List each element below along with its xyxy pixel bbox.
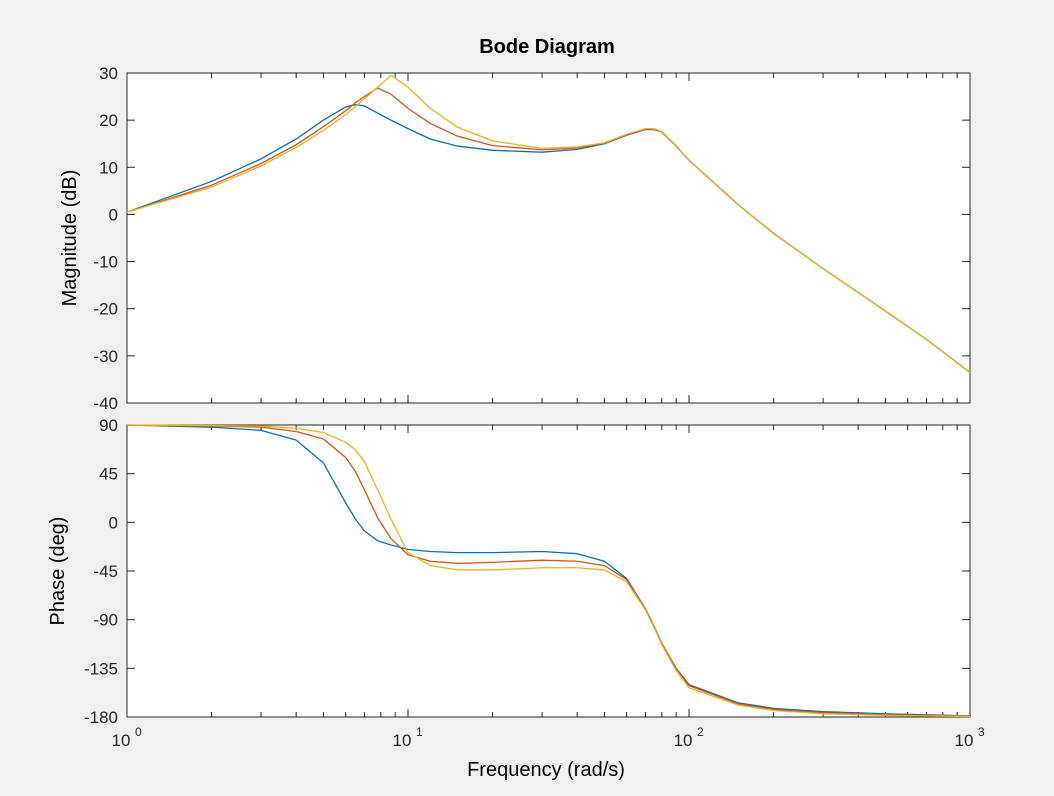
phase-series-line-3	[126, 424, 971, 718]
magnitude-series-line-3	[126, 74, 971, 373]
phase-ticks	[126, 424, 971, 718]
x-tick-label: 10	[393, 731, 412, 750]
magnitude-plot-area	[126, 72, 971, 404]
magnitude-ticks	[126, 72, 971, 404]
phase-y-tick-label: -180	[84, 708, 118, 727]
phase-lines	[126, 424, 971, 718]
magnitude-y-tick-labels: 30 20 10 0 -10 -20 -30 -40	[93, 64, 118, 413]
phase-series-line-1	[126, 424, 971, 717]
x-tick-exponent: 0	[135, 725, 142, 739]
x-tick-label: 10	[674, 731, 693, 750]
magnitude-y-axis-label: Magnitude (dB)	[59, 170, 81, 307]
magnitude-y-tick-label: -40	[93, 394, 118, 413]
phase-y-tick-label: -45	[93, 562, 118, 581]
phase-series-line-2	[126, 424, 971, 717]
phase-y-tick-label: -135	[84, 659, 118, 678]
x-tick-labels: 10 0 10 1 10 2 10 3	[112, 725, 985, 750]
phase-y-tick-label: 0	[109, 513, 118, 532]
chart-title: Bode Diagram	[479, 36, 615, 58]
x-tick-label: 10	[112, 731, 131, 750]
magnitude-y-tick-label: 20	[99, 111, 118, 130]
magnitude-y-tick-label: 0	[109, 205, 118, 224]
x-tick-exponent: 1	[416, 725, 423, 739]
phase-y-tick-label: 90	[99, 416, 118, 435]
x-tick-exponent: 2	[697, 725, 704, 739]
phase-y-tick-label: -90	[93, 611, 118, 630]
magnitude-lines	[126, 74, 971, 373]
magnitude-y-tick-label: 30	[99, 64, 118, 83]
magnitude-panel: 30 20 10 0 -10 -20 -30 -40 Magnitude (dB)	[59, 64, 971, 413]
phase-y-tick-label: 45	[99, 465, 118, 484]
phase-plot-area	[126, 424, 971, 718]
magnitude-y-tick-label: -10	[93, 253, 118, 272]
x-tick-label: 10	[955, 731, 974, 750]
phase-y-tick-labels: 90 45 0 -45 -90 -135 -180	[84, 416, 118, 727]
magnitude-y-tick-label: -20	[93, 300, 118, 319]
magnitude-y-tick-label: -30	[93, 347, 118, 366]
phase-panel: 90 45 0 -45 -90 -135 -180 Phase (deg)	[47, 416, 971, 727]
x-axis-label: Frequency (rad/s)	[467, 759, 625, 781]
magnitude-y-tick-label: 10	[99, 158, 118, 177]
phase-y-axis-label: Phase (deg)	[47, 517, 69, 626]
x-tick-exponent: 3	[978, 725, 985, 739]
